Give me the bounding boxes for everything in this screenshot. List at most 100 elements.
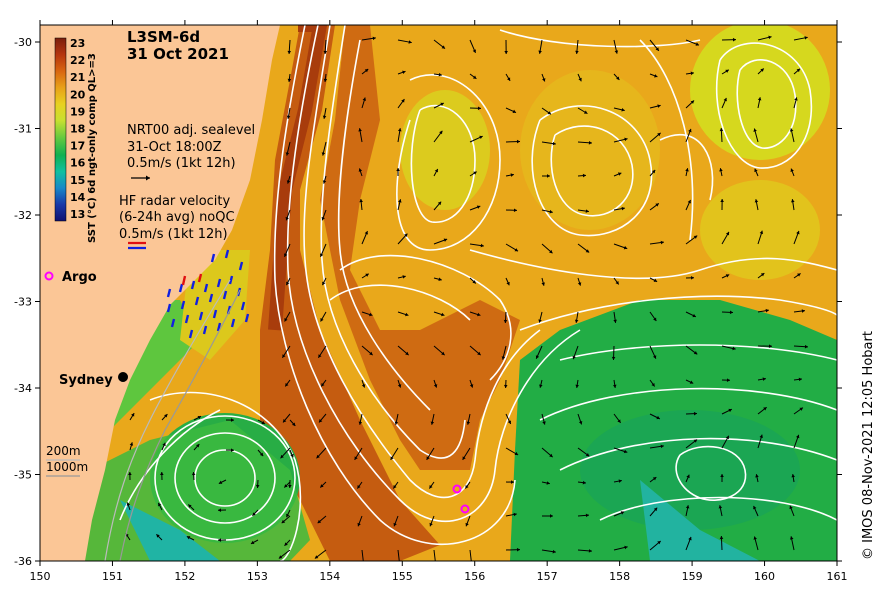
velocity-arrowhead	[466, 421, 471, 425]
velocity-arrowhead	[472, 280, 476, 284]
credit-text: © IMOS 08-Nov-2021 12:05 Hobart	[861, 331, 876, 560]
velocity-arrowhead	[789, 505, 793, 510]
sealevel-line3: 0.5m/s (1kt 12h)	[127, 156, 236, 171]
velocity-arrowhead	[372, 36, 376, 41]
velocity-arrowhead	[398, 199, 402, 203]
velocity-arrowhead	[514, 248, 519, 252]
colorbar-tick-label: 19	[70, 105, 85, 118]
y-tick-label: -30	[14, 36, 32, 49]
hf-radar-arrow	[238, 261, 244, 271]
velocity-arrowhead	[718, 505, 723, 509]
velocity-arrowhead	[473, 171, 477, 175]
velocity-arrowhead	[655, 203, 659, 207]
velocity-arrowhead	[578, 77, 582, 82]
velocity-arrowhead	[693, 235, 698, 239]
velocity-arrowhead	[252, 512, 256, 516]
velocity-arrowhead	[657, 540, 661, 545]
argo-float-marker[interactable]	[460, 504, 470, 514]
velocity-arrowhead	[162, 442, 166, 447]
velocity-arrowhead	[789, 128, 794, 132]
colorbar-ticks: 23 22 21 20 19 18 17 16 15 14 13	[70, 37, 86, 221]
velocity-arrowhead	[286, 180, 291, 184]
velocity-arrowhead	[689, 380, 694, 384]
velocity-arrowhead	[441, 312, 445, 317]
velocity-arrowhead	[617, 172, 622, 176]
velocity-arrows	[125, 35, 809, 561]
velocity-arrowhead	[797, 273, 801, 277]
hf-radar-arrow	[184, 314, 190, 324]
velocity-arrowhead	[688, 128, 692, 133]
hf-radar-arrow-red	[197, 273, 203, 283]
velocity-arrowhead	[588, 549, 592, 553]
velocity-arrowhead	[549, 209, 553, 214]
velocity-arrowhead	[439, 130, 443, 135]
sealevel-line1: NRT00 adj. sealevel	[127, 123, 255, 138]
velocity-arrowhead	[286, 513, 290, 518]
velocity-arrowhead	[541, 282, 545, 286]
x-tick-label: 157	[537, 570, 558, 583]
velocity-arrowhead	[624, 137, 628, 142]
velocity-arrowhead	[552, 549, 556, 554]
velocity-arrowhead	[617, 419, 621, 423]
velocity-arrowhead	[393, 522, 397, 527]
velocity-arrowhead	[583, 110, 588, 114]
velocity-arrowhead	[440, 102, 444, 107]
hf-radar-arrow	[224, 249, 230, 259]
velocity-arrowhead	[621, 108, 625, 112]
x-tick-label: 161	[827, 570, 848, 583]
velocity-arrowhead	[285, 382, 289, 387]
velocity-arrowhead	[542, 421, 546, 425]
velocity-arrowhead	[405, 312, 409, 317]
velocity-arrowhead	[690, 71, 694, 76]
velocity-arrowhead	[624, 545, 628, 550]
velocity-arrowhead	[282, 354, 286, 358]
hf-radar-arrow	[222, 290, 228, 300]
velocity-arrowhead	[365, 273, 369, 277]
hf-radar-arrow	[210, 253, 216, 263]
velocity-arrowhead	[507, 77, 511, 81]
velocity-arrowhead	[620, 511, 625, 515]
velocity-arrowhead	[768, 35, 772, 40]
velocity-arrowhead	[361, 384, 366, 388]
velocity-arrowhead	[164, 414, 168, 418]
velocity-arrowhead	[720, 199, 724, 203]
argo-float-marker[interactable]	[452, 484, 462, 494]
y-tick-label: -33	[14, 296, 32, 309]
velocity-arrowhead	[259, 452, 264, 457]
velocity-arrowhead	[369, 351, 373, 356]
velocity-arrowhead	[582, 173, 586, 178]
velocity-arrowhead	[321, 382, 325, 387]
velocity-arrowhead	[615, 280, 619, 285]
velocity-arrowhead	[433, 384, 438, 388]
hf-radar-arrow	[216, 322, 222, 332]
velocity-arrowhead	[404, 233, 408, 238]
velocity-arrowhead	[585, 453, 590, 457]
velocity-arrowhead	[501, 356, 506, 360]
x-tick-label: 160	[754, 570, 775, 583]
velocity-arrowhead	[798, 377, 802, 382]
hf-radar-arrow	[230, 318, 236, 328]
velocity-arrowhead	[577, 282, 582, 286]
velocity-arrowhead	[657, 104, 661, 108]
velocity-arrowhead	[401, 99, 405, 103]
velocity-arrowhead	[546, 481, 550, 485]
sealevel-line2: 31-Oct 18:00Z	[127, 140, 222, 155]
velocity-arrowhead	[514, 451, 519, 456]
velocity-arrowhead	[765, 308, 769, 313]
velocity-arrowhead	[288, 484, 292, 488]
hf-radar-arrow	[228, 275, 234, 285]
velocity-arrowhead	[441, 351, 445, 356]
velocity-arrowhead	[320, 484, 324, 488]
velocity-arrowhead	[364, 231, 368, 235]
velocity-arrowhead	[429, 485, 433, 489]
velocity-arrowhead	[549, 249, 553, 254]
velocity-arrowhead	[623, 245, 628, 250]
velocity-arrowhead	[477, 351, 481, 356]
velocity-arrowhead	[653, 278, 658, 282]
velocity-arrowhead	[719, 168, 723, 172]
velocity-arrowhead	[612, 384, 617, 388]
velocity-arrowhead	[759, 434, 763, 439]
velocity-arrowhead	[614, 50, 619, 54]
velocity-arrowhead	[686, 474, 690, 479]
velocity-arrowhead	[402, 275, 406, 279]
